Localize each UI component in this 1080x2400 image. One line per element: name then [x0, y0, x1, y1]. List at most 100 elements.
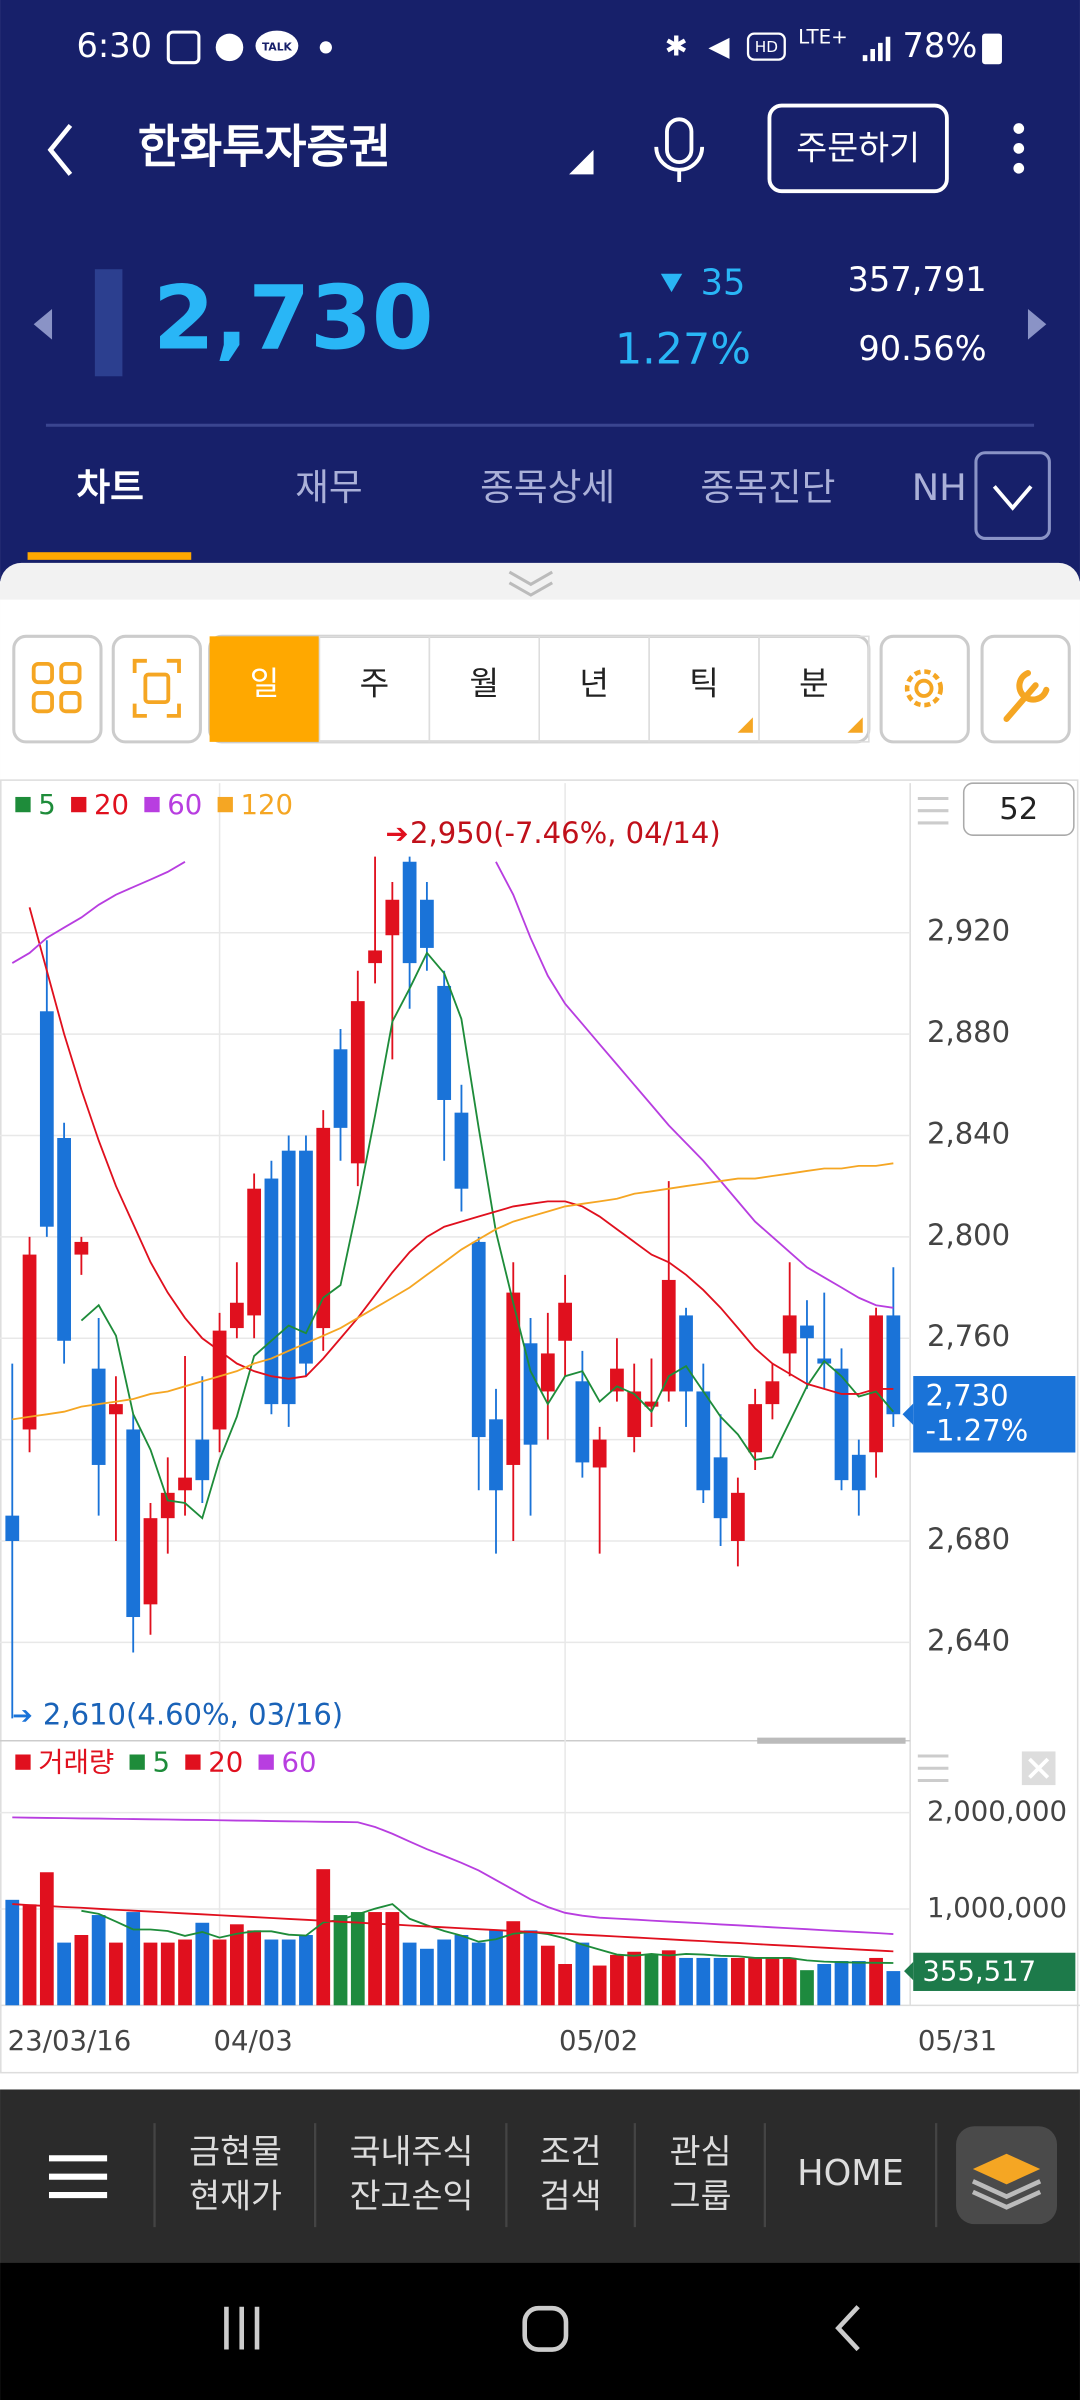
- tools-button[interactable]: [980, 634, 1071, 744]
- recents-button[interactable]: [224, 2306, 260, 2350]
- volume-bar: [74, 1934, 89, 2006]
- battery-icon: [982, 33, 1002, 65]
- nav-item[interactable]: 관심: [670, 2132, 732, 2171]
- period-label: 분: [799, 664, 829, 702]
- volume-bar: [109, 1942, 123, 2006]
- stock-title[interactable]: 한화투자증권: [138, 119, 391, 173]
- volume-bar: [644, 1954, 659, 2006]
- nav-separators: [153, 2123, 938, 2228]
- back-button[interactable]: [47, 123, 73, 176]
- legend-swatch: [144, 796, 160, 813]
- candle-body: [385, 899, 400, 936]
- nav-item[interactable]: 잔고손익: [350, 2177, 474, 2216]
- status-time: 6:30: [77, 26, 153, 65]
- volume-bar: [558, 1964, 572, 2006]
- settings-button[interactable]: [879, 634, 970, 744]
- prev-stock[interactable]: [33, 308, 53, 340]
- tab[interactable]: 차트: [76, 466, 144, 509]
- legend-swatch: [15, 1754, 31, 1770]
- tab[interactable]: 재무: [295, 466, 363, 509]
- period-corner: [847, 717, 863, 733]
- back-system-button[interactable]: [835, 2305, 860, 2352]
- candle-body: [402, 861, 417, 964]
- volume-bar: [817, 1964, 832, 2006]
- volume-bar: [730, 1957, 745, 2006]
- nav-item[interactable]: 현재가: [189, 2177, 282, 2216]
- period-button[interactable]: [758, 635, 870, 743]
- volume-bar: [489, 1930, 503, 2006]
- next-stock[interactable]: [1027, 308, 1047, 340]
- mic-button[interactable]: [654, 117, 705, 183]
- candle-body: [679, 1315, 693, 1392]
- candle-body: [869, 1315, 883, 1453]
- bottom-nav: [0, 2089, 1080, 2263]
- volume-tag-label: 355,517: [922, 1956, 1036, 1988]
- volume-bar: [886, 1971, 901, 2006]
- bt-icon: ✱: [665, 30, 688, 62]
- volume-bar: [765, 1957, 780, 2006]
- chart-menu[interactable]: [917, 796, 949, 825]
- signal-icon: [862, 36, 891, 62]
- order-button[interactable]: [767, 103, 949, 194]
- date-label: 23/03/16: [8, 2025, 132, 2057]
- volume-bar: [126, 1912, 141, 2006]
- title-dropdown[interactable]: [569, 149, 594, 175]
- volume-menu[interactable]: [917, 1754, 949, 1783]
- legend-label: 120: [241, 789, 294, 821]
- candle-body: [281, 1150, 296, 1405]
- candle-body: [506, 1292, 521, 1465]
- hd-text: HD: [755, 38, 778, 56]
- y-tick-label: 2,880: [927, 1015, 1010, 1049]
- header-bg: [0, 0, 1080, 582]
- dot: [319, 41, 332, 54]
- tab-more[interactable]: [974, 451, 1051, 540]
- ma-line: [11, 861, 894, 1309]
- candle-body: [316, 1127, 331, 1329]
- volume-tag: [913, 1952, 1076, 1991]
- more-button[interactable]: [1013, 123, 1025, 174]
- tab[interactable]: NH: [912, 466, 967, 509]
- menu-button[interactable]: [48, 2155, 108, 2199]
- candle-body: [126, 1429, 141, 1618]
- chart-frame: [0, 779, 1079, 2074]
- nav-item[interactable]: 국내주식: [350, 2132, 474, 2171]
- volume-bar: [437, 1939, 452, 2006]
- volume-bar: [264, 1939, 279, 2006]
- volume-bar: [385, 1912, 400, 2006]
- ma-line: [80, 951, 895, 1520]
- volume-close[interactable]: [1021, 1751, 1056, 1786]
- fullscreen-button[interactable]: [111, 634, 202, 744]
- volume-bar: [247, 1930, 262, 2006]
- volume-bar: [178, 1939, 192, 2006]
- ma-line: [12, 1162, 894, 1421]
- volume-bar: [851, 1961, 866, 2006]
- y-tick-label: 2,640: [927, 1623, 1010, 1657]
- collapse-handle[interactable]: [508, 570, 553, 597]
- nav-item[interactable]: 금현물: [189, 2132, 282, 2171]
- nav-home[interactable]: HOME: [797, 2153, 904, 2194]
- legend-swatch: [15, 796, 31, 813]
- volume-bar: [800, 1970, 814, 2006]
- nav-item[interactable]: 조건: [540, 2132, 602, 2171]
- home-button[interactable]: [522, 2305, 569, 2352]
- volume-bar: [627, 1951, 642, 2006]
- candle-body: [195, 1439, 210, 1481]
- count-box[interactable]: [962, 782, 1075, 836]
- candle-body: [575, 1381, 590, 1463]
- nav-item[interactable]: 그룹: [670, 2177, 732, 2216]
- period-corner: [737, 717, 753, 733]
- volume-bar: [333, 1915, 348, 2006]
- layout-button[interactable]: [12, 634, 103, 744]
- legend-label: 거래량: [38, 1747, 114, 1779]
- candle-body: [57, 1138, 71, 1341]
- talk-icon: [255, 30, 299, 62]
- period-button[interactable]: [209, 636, 320, 742]
- tab[interactable]: 종목상세: [480, 466, 615, 509]
- legend-label: 20: [94, 789, 129, 821]
- volume-bar: [39, 1872, 54, 2006]
- layers-button[interactable]: [956, 2126, 1058, 2225]
- y-tick-label: 2,760: [927, 1319, 1010, 1353]
- tab[interactable]: 종목진단: [700, 466, 835, 509]
- nav-item[interactable]: 검색: [540, 2177, 602, 2216]
